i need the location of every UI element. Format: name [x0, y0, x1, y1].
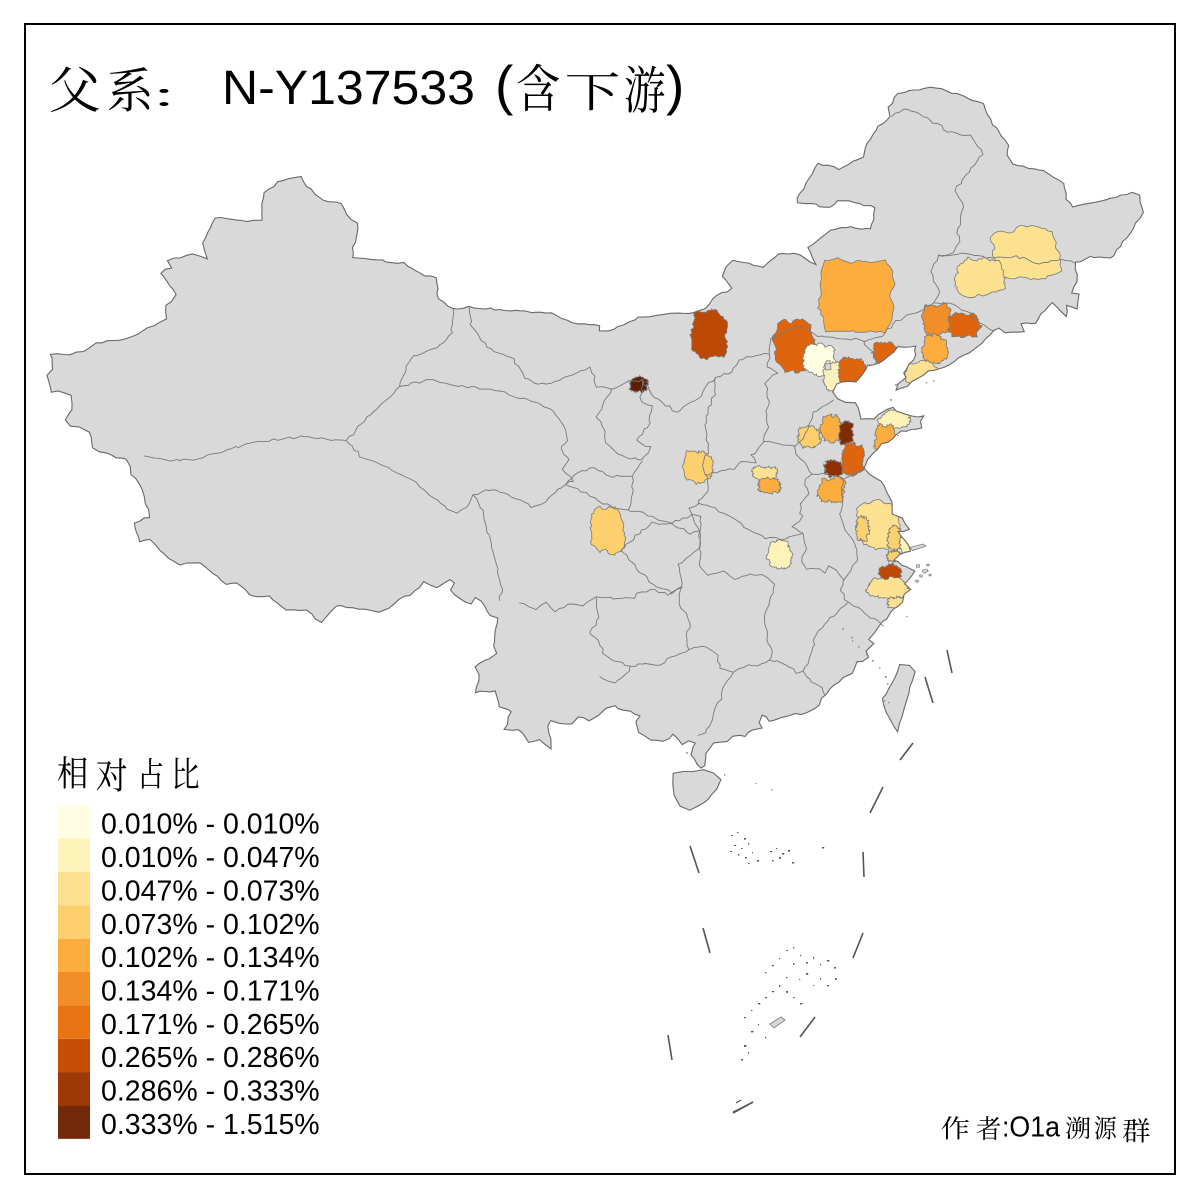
svg-text:0.265% - 0.286%: 0.265% - 0.286%: [101, 1042, 320, 1074]
svg-text:): ): [666, 54, 684, 116]
svg-text:0.286% - 0.333%: 0.286% - 0.333%: [101, 1076, 320, 1108]
svg-text:0.047% - 0.073%: 0.047% - 0.073%: [101, 875, 320, 907]
svg-text:(: (: [495, 54, 513, 116]
svg-text:0.010% - 0.047%: 0.010% - 0.047%: [101, 842, 320, 874]
svg-text::O1a: :O1a: [1002, 1112, 1061, 1144]
svg-text:0.171% - 0.265%: 0.171% - 0.265%: [101, 1009, 320, 1041]
svg-text:0.333% - 1.515%: 0.333% - 1.515%: [101, 1109, 320, 1141]
svg-text:0.134% - 0.171%: 0.134% - 0.171%: [101, 976, 320, 1008]
svg-text:N-Y137533: N-Y137533: [222, 61, 475, 115]
svg-text:0.102% - 0.134%: 0.102% - 0.134%: [101, 942, 320, 974]
svg-text:0.010% - 0.010%: 0.010% - 0.010%: [101, 809, 320, 841]
svg-text:0.073% - 0.102%: 0.073% - 0.102%: [101, 909, 320, 941]
